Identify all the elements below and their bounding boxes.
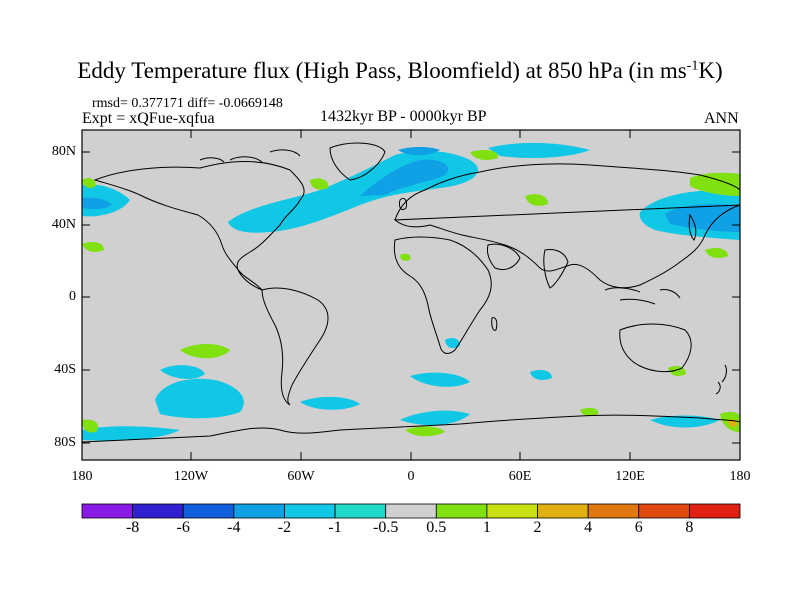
lon-label-180e: 180 — [729, 469, 751, 484]
plot-title: Eddy Temperature flux (High Pass, Bloomf… — [0, 58, 800, 84]
colorbar-label: -1 — [328, 519, 342, 536]
colorbar-label: 2 — [533, 519, 542, 536]
title-superscript: -1 — [686, 58, 699, 74]
title-main: Eddy Temperature flux (High Pass, Bloomf… — [77, 58, 687, 83]
colorbar-label: -2 — [277, 519, 292, 536]
colorbar-swatch — [537, 503, 589, 519]
lat-label-80n: 80N — [51, 144, 76, 159]
title-end: K) — [698, 58, 723, 83]
colorbar-label: 1 — [482, 519, 491, 536]
colorbar-label: 4 — [584, 519, 593, 536]
colorbar-label: -6 — [176, 519, 190, 536]
colorbar-swatch — [638, 503, 690, 519]
lat-label-0: 0 — [69, 289, 76, 304]
colorbar-label: -4 — [227, 519, 241, 536]
colorbar-swatch — [81, 503, 134, 519]
axis-ticks — [81, 130, 741, 460]
lat-label-40s: 40S — [54, 362, 76, 377]
colorbar-label: -0.5 — [373, 519, 399, 536]
colorbar-swatch — [385, 503, 437, 519]
colorbar-swatch — [233, 503, 285, 519]
lon-label-60e: 60E — [508, 469, 532, 484]
colorbar-label: 8 — [685, 519, 694, 536]
colorbar-swatch — [587, 503, 640, 519]
lon-label-180w: 180 — [71, 469, 93, 484]
lon-label-60w: 60W — [287, 469, 315, 484]
lon-label-0: 0 — [407, 469, 415, 484]
colorbar-label: 0.5 — [426, 519, 447, 536]
lon-label-120e: 120E — [615, 469, 645, 484]
colorbar-swatch — [284, 503, 336, 519]
colorbar-swatch — [435, 503, 488, 519]
colorbar-swatch — [132, 503, 184, 519]
coastlines — [81, 142, 741, 443]
lat-label-80s: 80S — [54, 435, 76, 450]
lon-label-120w: 120W — [173, 469, 209, 484]
colorbar-swatch — [182, 503, 235, 519]
colorbar-swatch — [486, 503, 538, 519]
colorbar-swatch — [334, 503, 387, 519]
colorbar-swatch — [688, 503, 741, 519]
lat-label-40n: 40N — [51, 217, 76, 232]
period-label: 1432kyr BP - 0000kyr BP — [320, 108, 487, 125]
colorbar-label: 6 — [634, 519, 643, 536]
colorbar-label: -8 — [125, 519, 140, 536]
rmsd-diff-stats: rmsd= 0.377171 diff= -0.0669148 — [92, 96, 283, 111]
colorbar — [81, 503, 741, 519]
experiment-label: Expt = xQFue-xqfua — [82, 110, 215, 127]
season-label: ANN — [704, 110, 739, 127]
anomaly-shading — [82, 142, 740, 441]
